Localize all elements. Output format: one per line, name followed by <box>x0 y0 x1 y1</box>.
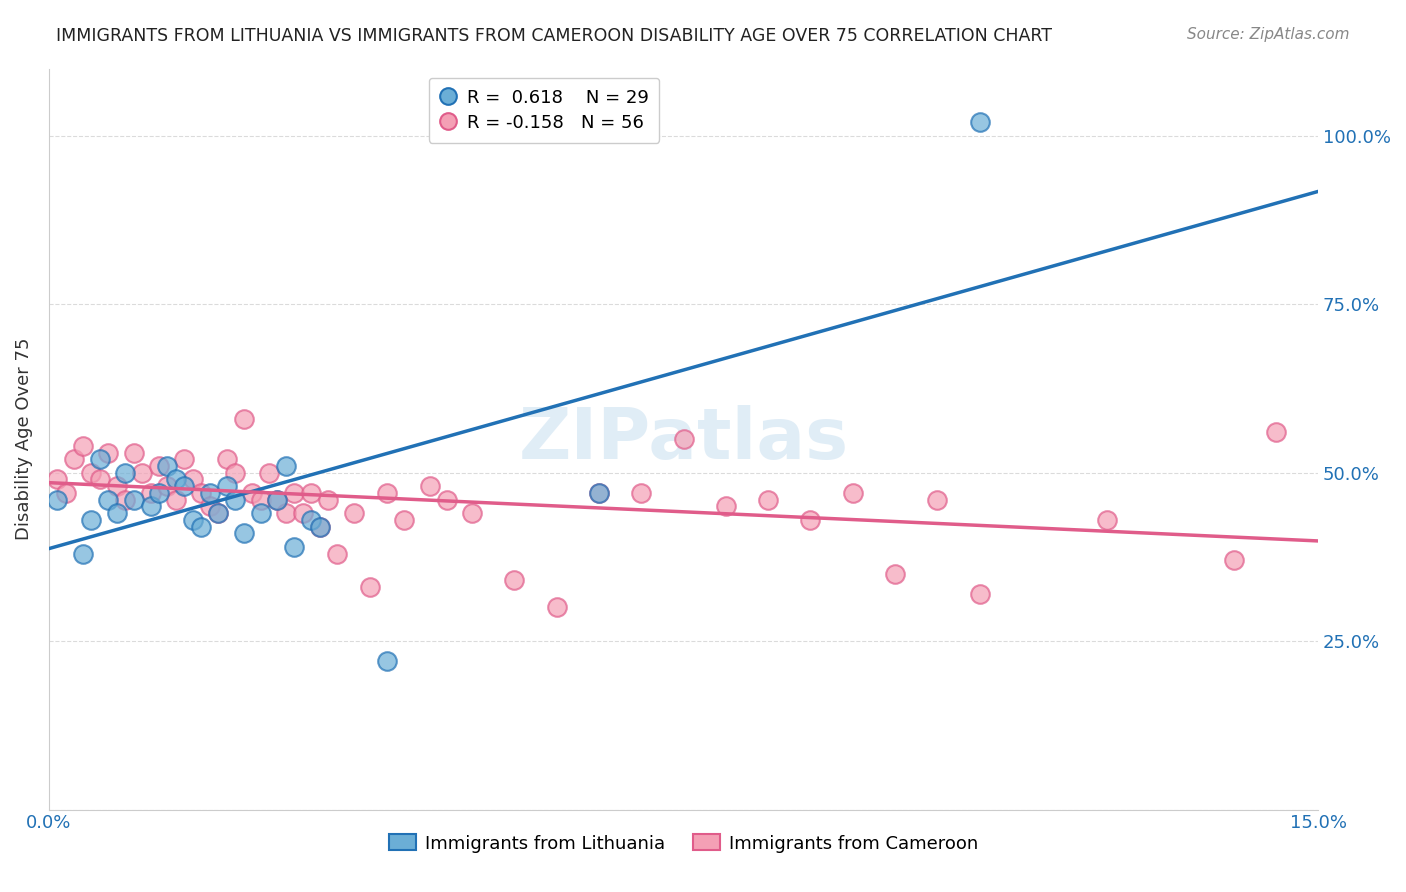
Point <box>105 479 128 493</box>
Point <box>131 466 153 480</box>
Point <box>299 513 322 527</box>
Point <box>546 600 568 615</box>
Point <box>105 506 128 520</box>
Point <box>156 458 179 473</box>
Point <box>80 466 103 480</box>
Point <box>394 513 416 527</box>
Point <box>165 492 187 507</box>
Point <box>714 500 737 514</box>
Point <box>139 486 162 500</box>
Point <box>181 472 204 486</box>
Text: IMMIGRANTS FROM LITHUANIA VS IMMIGRANTS FROM CAMEROON DISABILITY AGE OVER 75 COR: IMMIGRANTS FROM LITHUANIA VS IMMIGRANTS … <box>56 27 1052 45</box>
Point <box>969 587 991 601</box>
Point <box>291 506 314 520</box>
Point <box>207 506 229 520</box>
Point <box>148 458 170 473</box>
Point <box>419 479 441 493</box>
Point <box>266 492 288 507</box>
Point <box>249 492 271 507</box>
Point <box>630 486 652 500</box>
Legend: R =  0.618    N = 29, R = -0.158   N = 56: R = 0.618 N = 29, R = -0.158 N = 56 <box>429 78 659 143</box>
Point <box>72 439 94 453</box>
Point <box>190 519 212 533</box>
Point <box>97 445 120 459</box>
Point <box>55 486 77 500</box>
Point <box>969 115 991 129</box>
Point <box>1222 553 1244 567</box>
Point <box>503 574 526 588</box>
Point <box>148 486 170 500</box>
Point <box>299 486 322 500</box>
Point <box>266 492 288 507</box>
Point <box>215 479 238 493</box>
Point <box>114 466 136 480</box>
Point <box>249 506 271 520</box>
Point <box>274 458 297 473</box>
Point <box>181 513 204 527</box>
Point <box>240 486 263 500</box>
Point <box>97 492 120 507</box>
Point <box>89 452 111 467</box>
Point <box>139 500 162 514</box>
Point <box>927 492 949 507</box>
Point <box>377 486 399 500</box>
Point <box>308 519 330 533</box>
Point <box>316 492 339 507</box>
Point <box>1264 425 1286 440</box>
Point <box>283 540 305 554</box>
Point <box>63 452 86 467</box>
Point <box>114 492 136 507</box>
Point <box>173 479 195 493</box>
Point <box>232 412 254 426</box>
Point <box>72 547 94 561</box>
Point <box>224 466 246 480</box>
Point <box>165 472 187 486</box>
Point <box>274 506 297 520</box>
Point <box>173 452 195 467</box>
Point <box>46 472 69 486</box>
Point <box>308 519 330 533</box>
Point <box>436 492 458 507</box>
Point <box>342 506 364 520</box>
Point <box>156 479 179 493</box>
Point <box>122 445 145 459</box>
Point <box>198 500 221 514</box>
Point <box>89 472 111 486</box>
Point <box>884 566 907 581</box>
Point <box>672 432 695 446</box>
Point <box>325 547 347 561</box>
Point <box>842 486 865 500</box>
Point <box>360 580 382 594</box>
Point <box>588 486 610 500</box>
Point <box>257 466 280 480</box>
Point <box>80 513 103 527</box>
Point <box>198 486 221 500</box>
Point <box>588 486 610 500</box>
Text: Source: ZipAtlas.com: Source: ZipAtlas.com <box>1187 27 1350 42</box>
Text: ZIPatlas: ZIPatlas <box>519 405 849 474</box>
Point <box>122 492 145 507</box>
Point <box>1095 513 1118 527</box>
Point <box>461 506 484 520</box>
Point <box>224 492 246 507</box>
Point <box>756 492 779 507</box>
Point <box>46 492 69 507</box>
Point <box>232 526 254 541</box>
Point <box>207 506 229 520</box>
Y-axis label: Disability Age Over 75: Disability Age Over 75 <box>15 338 32 541</box>
Point <box>799 513 821 527</box>
Point <box>377 654 399 668</box>
Point <box>215 452 238 467</box>
Point <box>190 486 212 500</box>
Point <box>283 486 305 500</box>
